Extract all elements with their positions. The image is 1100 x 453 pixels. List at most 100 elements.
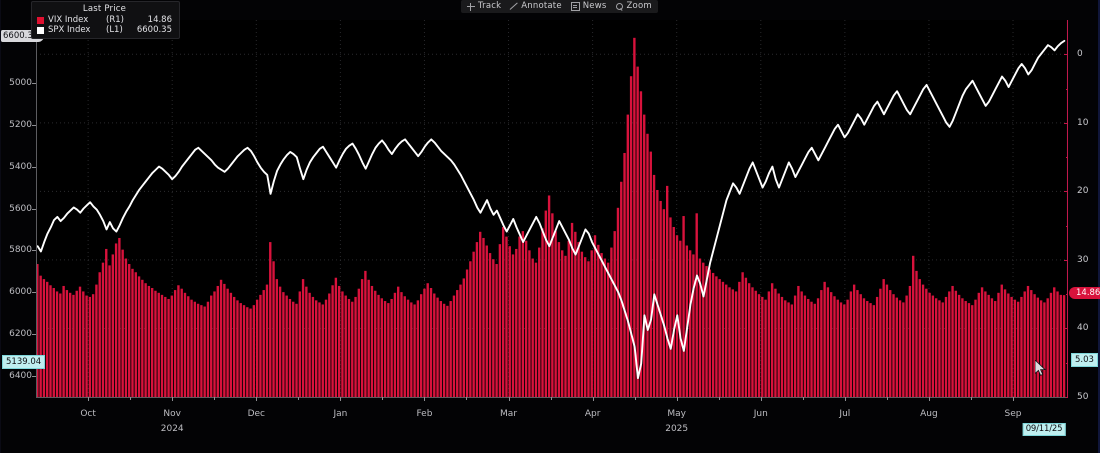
x-axis-minor-tick (634, 397, 636, 400)
x-axis-month-label: Sep (1004, 409, 1022, 419)
x-axis-tick (592, 397, 594, 401)
right-axis-tick (1064, 122, 1068, 124)
left-axis-tick (32, 292, 36, 294)
right-axis-tick-label: 0 (1077, 49, 1083, 60)
pencil-icon (510, 3, 518, 11)
legend-swatch-vix (37, 16, 44, 24)
left-axis-tick (32, 166, 36, 168)
x-axis-minor-tick (466, 397, 468, 400)
legend-value-spx: 6600.35 (136, 25, 172, 35)
left-axis-tick-label: 5200 (9, 119, 32, 130)
x-axis-minor-tick (970, 397, 972, 400)
x-axis-tick (844, 397, 846, 401)
x-axis-month-label: Jan (333, 409, 348, 419)
left-axis-tick (32, 334, 36, 336)
right-axis-tick-label: 30 (1077, 254, 1089, 265)
toolbar-track-label: Track (478, 1, 502, 11)
legend-swatch-spx (37, 26, 44, 34)
right-axis-minor-tick (1066, 362, 1068, 364)
right-axis-tick-label: 10 (1077, 117, 1089, 128)
x-axis-minor-tick (214, 397, 216, 400)
x-axis-year-label: 2025 (665, 424, 689, 434)
right-axis-minor-tick (1066, 225, 1068, 227)
toolbar-zoom-label: Zoom (626, 1, 652, 11)
x-axis-tick (760, 397, 762, 401)
left-axis-tick-label: 5000 (9, 77, 32, 88)
x-axis-minor-tick (550, 397, 552, 400)
chart-plot-area[interactable] (36, 20, 1066, 397)
legend-row-spx[interactable]: SPX Index (L1) 6600.35 (37, 25, 172, 35)
x-axis-month-label: Oct (80, 409, 96, 419)
x-axis-minor-tick (382, 397, 384, 400)
x-axis-month-label: Mar (500, 409, 518, 419)
x-axis-tick (676, 397, 678, 401)
x-axis-tick (1013, 397, 1015, 401)
legend-name-spx: SPX Index (48, 25, 91, 35)
x-axis-year-label: 2024 (160, 424, 184, 434)
right-axis-minor-tick (1066, 294, 1068, 296)
left-axis-tick-label: 5600 (9, 203, 32, 214)
x-axis-tick (508, 397, 510, 401)
right-axis-tick (1064, 397, 1068, 398)
toolbar-news-button[interactable]: News (570, 0, 607, 13)
left-axis-tick-label: 6000 (9, 287, 32, 298)
x-axis-month-label: Jun (753, 409, 768, 419)
right-vix-axis[interactable]: 50 40 30 20 10 0 (1064, 20, 1100, 402)
left-axis-tick-label: 5800 (9, 245, 32, 256)
legend-row-vix[interactable]: VIX Index (R1) 14.86 (37, 15, 172, 25)
left-axis-tick-label: 6400 (9, 371, 32, 382)
x-axis-minor-tick (802, 397, 804, 400)
vix-last-price-badge: 14.86 (1069, 287, 1100, 299)
news-icon (570, 2, 580, 11)
right-axis-tick-label: 40 (1077, 323, 1089, 334)
right-axis-tick (1064, 54, 1068, 56)
toolbar-annotate-label: Annotate (521, 1, 562, 11)
x-axis-month-label: Apr (584, 409, 601, 419)
toolbar-track-button[interactable]: Track (467, 0, 501, 13)
right-axis-tick (1064, 328, 1068, 330)
left-axis-tick (32, 250, 36, 252)
date-axis[interactable]: Oct Nov Dec Jan Feb Mar Apr May Jun Jul Aug Sep 2024… (36, 397, 1066, 453)
cursor-date-badge: 09/11/25 (1022, 423, 1066, 436)
x-axis-tick (424, 397, 426, 401)
left-axis-tick (32, 82, 36, 84)
x-axis-minor-tick (298, 397, 300, 400)
vix-cyan-marker-badge: 5.03 (1071, 353, 1098, 367)
chart-toolbar: Track Annotate News Zoom (461, 0, 658, 13)
left-axis-tick (32, 208, 36, 210)
magnifier-icon (615, 2, 624, 11)
left-axis-tick-label: 6200 (9, 329, 32, 340)
right-axis-tick (1064, 259, 1068, 261)
right-axis-minor-tick (1066, 88, 1068, 90)
x-axis-month-label: May (667, 409, 686, 419)
legend-name-vix: VIX Index (48, 15, 89, 25)
x-axis-month-label: Aug (920, 409, 938, 419)
mouse-cursor (1035, 360, 1046, 376)
left-axis-tick-label: 5400 (9, 161, 32, 172)
x-axis-month-label: Jul (839, 409, 851, 419)
legend-value-vix: 14.86 (147, 15, 172, 25)
toolbar-zoom-button[interactable]: Zoom (615, 0, 652, 13)
x-axis-minor-tick (130, 397, 132, 400)
right-axis-minor-tick (1066, 157, 1068, 159)
right-axis-tick (1064, 191, 1068, 193)
x-axis-month-label: Nov (163, 409, 181, 419)
left-axis-tick (32, 376, 36, 378)
right-axis-tick-label: 50 (1077, 392, 1089, 402)
x-axis-month-label: Feb (416, 409, 433, 419)
legend-axis-spx: (L1) (106, 25, 123, 35)
crosshair-icon (467, 2, 475, 11)
toolbar-annotate-button[interactable]: Annotate (510, 0, 562, 13)
left-axis-tick (32, 124, 36, 126)
chart-canvas (36, 20, 1066, 397)
right-axis-tick-label: 20 (1077, 186, 1089, 197)
left-price-axis[interactable]: 6400 6200 6000 5800 5600 5400 5200 5000 (1, 20, 36, 397)
x-axis-tick (928, 397, 930, 401)
legend-axis-vix: (R1) (106, 15, 124, 25)
x-axis-tick (88, 397, 90, 401)
legend-title: Last Price (82, 4, 127, 14)
x-axis-minor-tick (886, 397, 888, 400)
chart-legend[interactable]: Last Price VIX Index (R1) 14.86 SPX Inde… (31, 1, 180, 39)
x-axis-month-label: Dec (247, 409, 265, 419)
